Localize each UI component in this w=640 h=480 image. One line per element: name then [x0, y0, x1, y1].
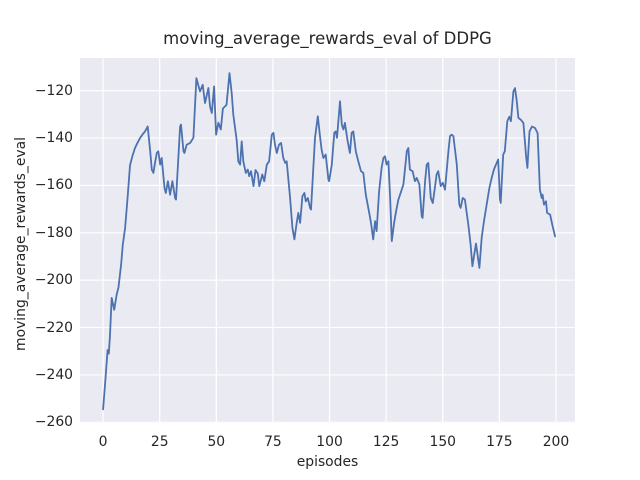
x-tick-label: 75	[264, 434, 282, 450]
series-line	[102, 72, 556, 411]
y-tick-label: −180	[34, 224, 73, 241]
x-tick-label: 200	[542, 434, 570, 450]
x-tick-label: 25	[150, 434, 169, 450]
x-tick-label: 150	[429, 434, 456, 450]
x-tick-label: 175	[486, 434, 513, 450]
x-tick-label: 100	[316, 434, 343, 450]
y-tick-label: −260	[34, 414, 73, 431]
y-tick-label: −220	[34, 319, 73, 336]
x-tick-label: 0	[98, 434, 108, 450]
axes-background	[80, 58, 575, 423]
y-tick-label: −120	[34, 82, 73, 99]
y-tick-label: −240	[34, 366, 73, 383]
y-tick-label: −140	[34, 130, 73, 147]
x-axis-label: episodes	[296, 454, 359, 470]
y-tick-label: −200	[34, 272, 73, 289]
y-tick-label: −160	[34, 177, 73, 194]
chart-title: moving_average_rewards_eval of DDPG	[163, 29, 492, 48]
x-tick-label: 50	[207, 434, 226, 450]
x-tick-label: 125	[372, 434, 400, 450]
